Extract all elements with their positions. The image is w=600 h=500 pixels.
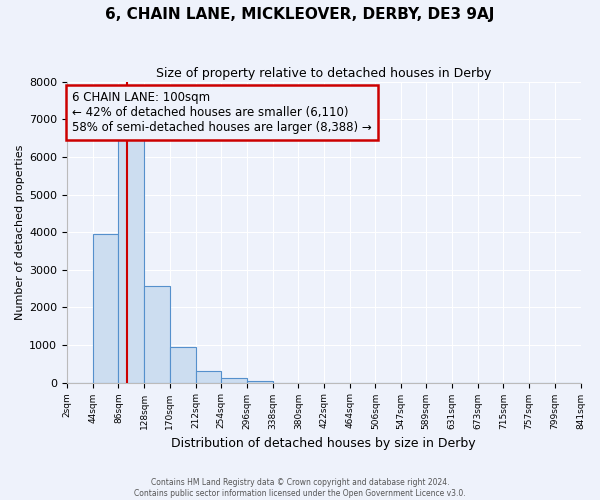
Y-axis label: Number of detached properties: Number of detached properties (15, 144, 25, 320)
Bar (144, 286, 170, 382)
Text: 6, CHAIN LANE, MICKLEOVER, DERBY, DE3 9AJ: 6, CHAIN LANE, MICKLEOVER, DERBY, DE3 9A… (106, 8, 494, 22)
Bar (247, 380, 272, 382)
Text: Contains HM Land Registry data © Crown copyright and database right 2024.
Contai: Contains HM Land Registry data © Crown c… (134, 478, 466, 498)
X-axis label: Distribution of detached houses by size in Derby: Distribution of detached houses by size … (172, 437, 476, 450)
Bar (196, 370, 221, 382)
Bar (170, 347, 196, 382)
Bar (93, 234, 118, 382)
Bar (118, 135, 144, 382)
Text: 6 CHAIN LANE: 100sqm
← 42% of detached houses are smaller (6,110)
58% of semi-de: 6 CHAIN LANE: 100sqm ← 42% of detached h… (72, 90, 372, 134)
Title: Size of property relative to detached houses in Derby: Size of property relative to detached ho… (156, 68, 491, 80)
Bar (221, 378, 247, 382)
